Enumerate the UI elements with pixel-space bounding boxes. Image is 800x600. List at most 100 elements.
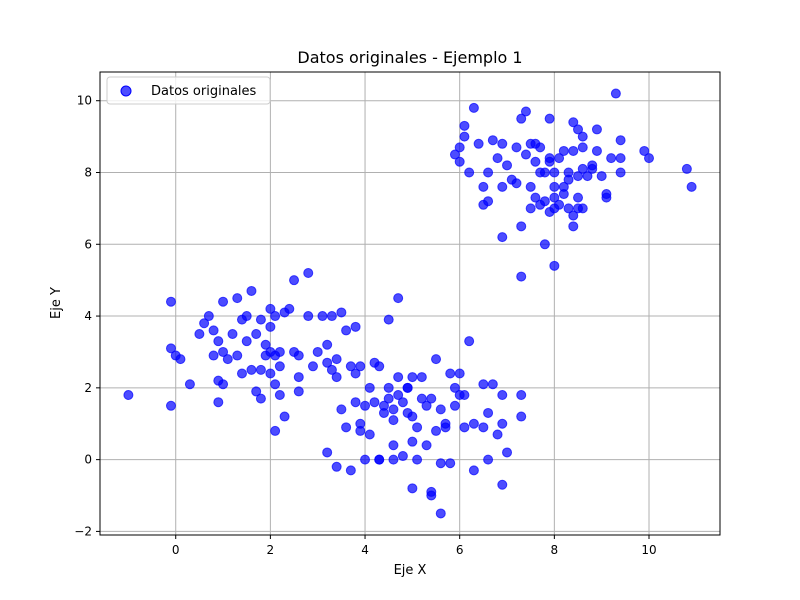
data-point [303, 267, 314, 278]
data-point [213, 336, 224, 347]
data-point [341, 422, 352, 433]
data-point [563, 167, 574, 178]
data-point [274, 346, 285, 357]
grid [100, 72, 720, 535]
data-point [360, 454, 371, 465]
data-point [208, 350, 219, 361]
data-point [236, 368, 247, 379]
data-point [454, 142, 465, 153]
data-point [279, 411, 290, 422]
data-point [544, 156, 555, 167]
data-point [393, 372, 404, 383]
data-point [355, 361, 366, 372]
data-point [383, 314, 394, 325]
data-point [601, 192, 612, 203]
x-tick-label: 8 [551, 543, 559, 557]
data-point [568, 210, 579, 221]
data-point [516, 113, 527, 124]
data-point [241, 311, 252, 322]
x-axis-label: Eje X [394, 563, 427, 578]
data-point [492, 153, 503, 164]
data-point [525, 181, 536, 192]
data-point [322, 357, 333, 368]
data-point [497, 181, 508, 192]
data-point [468, 465, 479, 476]
data-point [445, 368, 456, 379]
data-point [312, 346, 323, 357]
data-point [293, 386, 304, 397]
x-tick-label: 0 [172, 543, 180, 557]
data-point [473, 138, 484, 149]
data-point [218, 379, 229, 390]
data-point [530, 192, 541, 203]
data-point [492, 429, 503, 440]
data-point [369, 397, 380, 408]
data-point [407, 411, 418, 422]
data-point [440, 418, 451, 429]
data-point [345, 465, 356, 476]
data-point [378, 407, 389, 418]
data-point [222, 354, 233, 365]
data-point [449, 382, 460, 393]
data-point [293, 372, 304, 383]
data-point [407, 436, 418, 447]
data-point [322, 339, 333, 350]
data-point [549, 167, 560, 178]
data-point [364, 382, 375, 393]
data-point [388, 440, 399, 451]
legend-label: Datos originales [151, 84, 257, 99]
data-point [459, 390, 470, 401]
data-point [610, 88, 621, 99]
data-point [350, 397, 361, 408]
data-point [255, 393, 266, 404]
data-point [483, 407, 494, 418]
data-point [516, 411, 527, 422]
data-point [568, 221, 579, 232]
data-point [502, 160, 513, 171]
data-point [596, 171, 607, 182]
data-point [478, 422, 489, 433]
y-tick-label: 8 [84, 165, 92, 179]
data-point [270, 425, 281, 436]
data-point [681, 163, 692, 174]
data-point [535, 167, 546, 178]
data-point [445, 458, 456, 469]
data-point [539, 239, 550, 250]
data-point [587, 163, 598, 174]
data-point [511, 178, 522, 189]
data-point [644, 153, 655, 164]
data-point [454, 156, 465, 167]
data-point [331, 372, 342, 383]
data-point [412, 454, 423, 465]
data-point [497, 138, 508, 149]
data-point [464, 336, 475, 347]
data-point [265, 321, 276, 332]
data-point [421, 400, 432, 411]
data-point [426, 393, 437, 404]
data-point [558, 145, 569, 156]
data-point [307, 361, 318, 372]
data-point [582, 171, 593, 182]
data-points [123, 88, 697, 519]
data-point [426, 490, 437, 501]
x-tick-label: 4 [361, 543, 369, 557]
plot-frame [99, 71, 721, 536]
data-point [487, 135, 498, 146]
data-point [577, 142, 588, 153]
data-point [374, 454, 385, 465]
data-point [483, 454, 494, 465]
data-point [355, 418, 366, 429]
data-point [317, 311, 328, 322]
data-point [577, 131, 588, 142]
data-point [293, 350, 304, 361]
data-point [274, 361, 285, 372]
data-point [502, 447, 513, 458]
data-point [331, 354, 342, 365]
y-tick-label: −2 [74, 524, 92, 538]
data-point [416, 372, 427, 383]
data-point [454, 368, 465, 379]
data-point [383, 393, 394, 404]
data-point [227, 329, 238, 340]
data-point [341, 325, 352, 336]
